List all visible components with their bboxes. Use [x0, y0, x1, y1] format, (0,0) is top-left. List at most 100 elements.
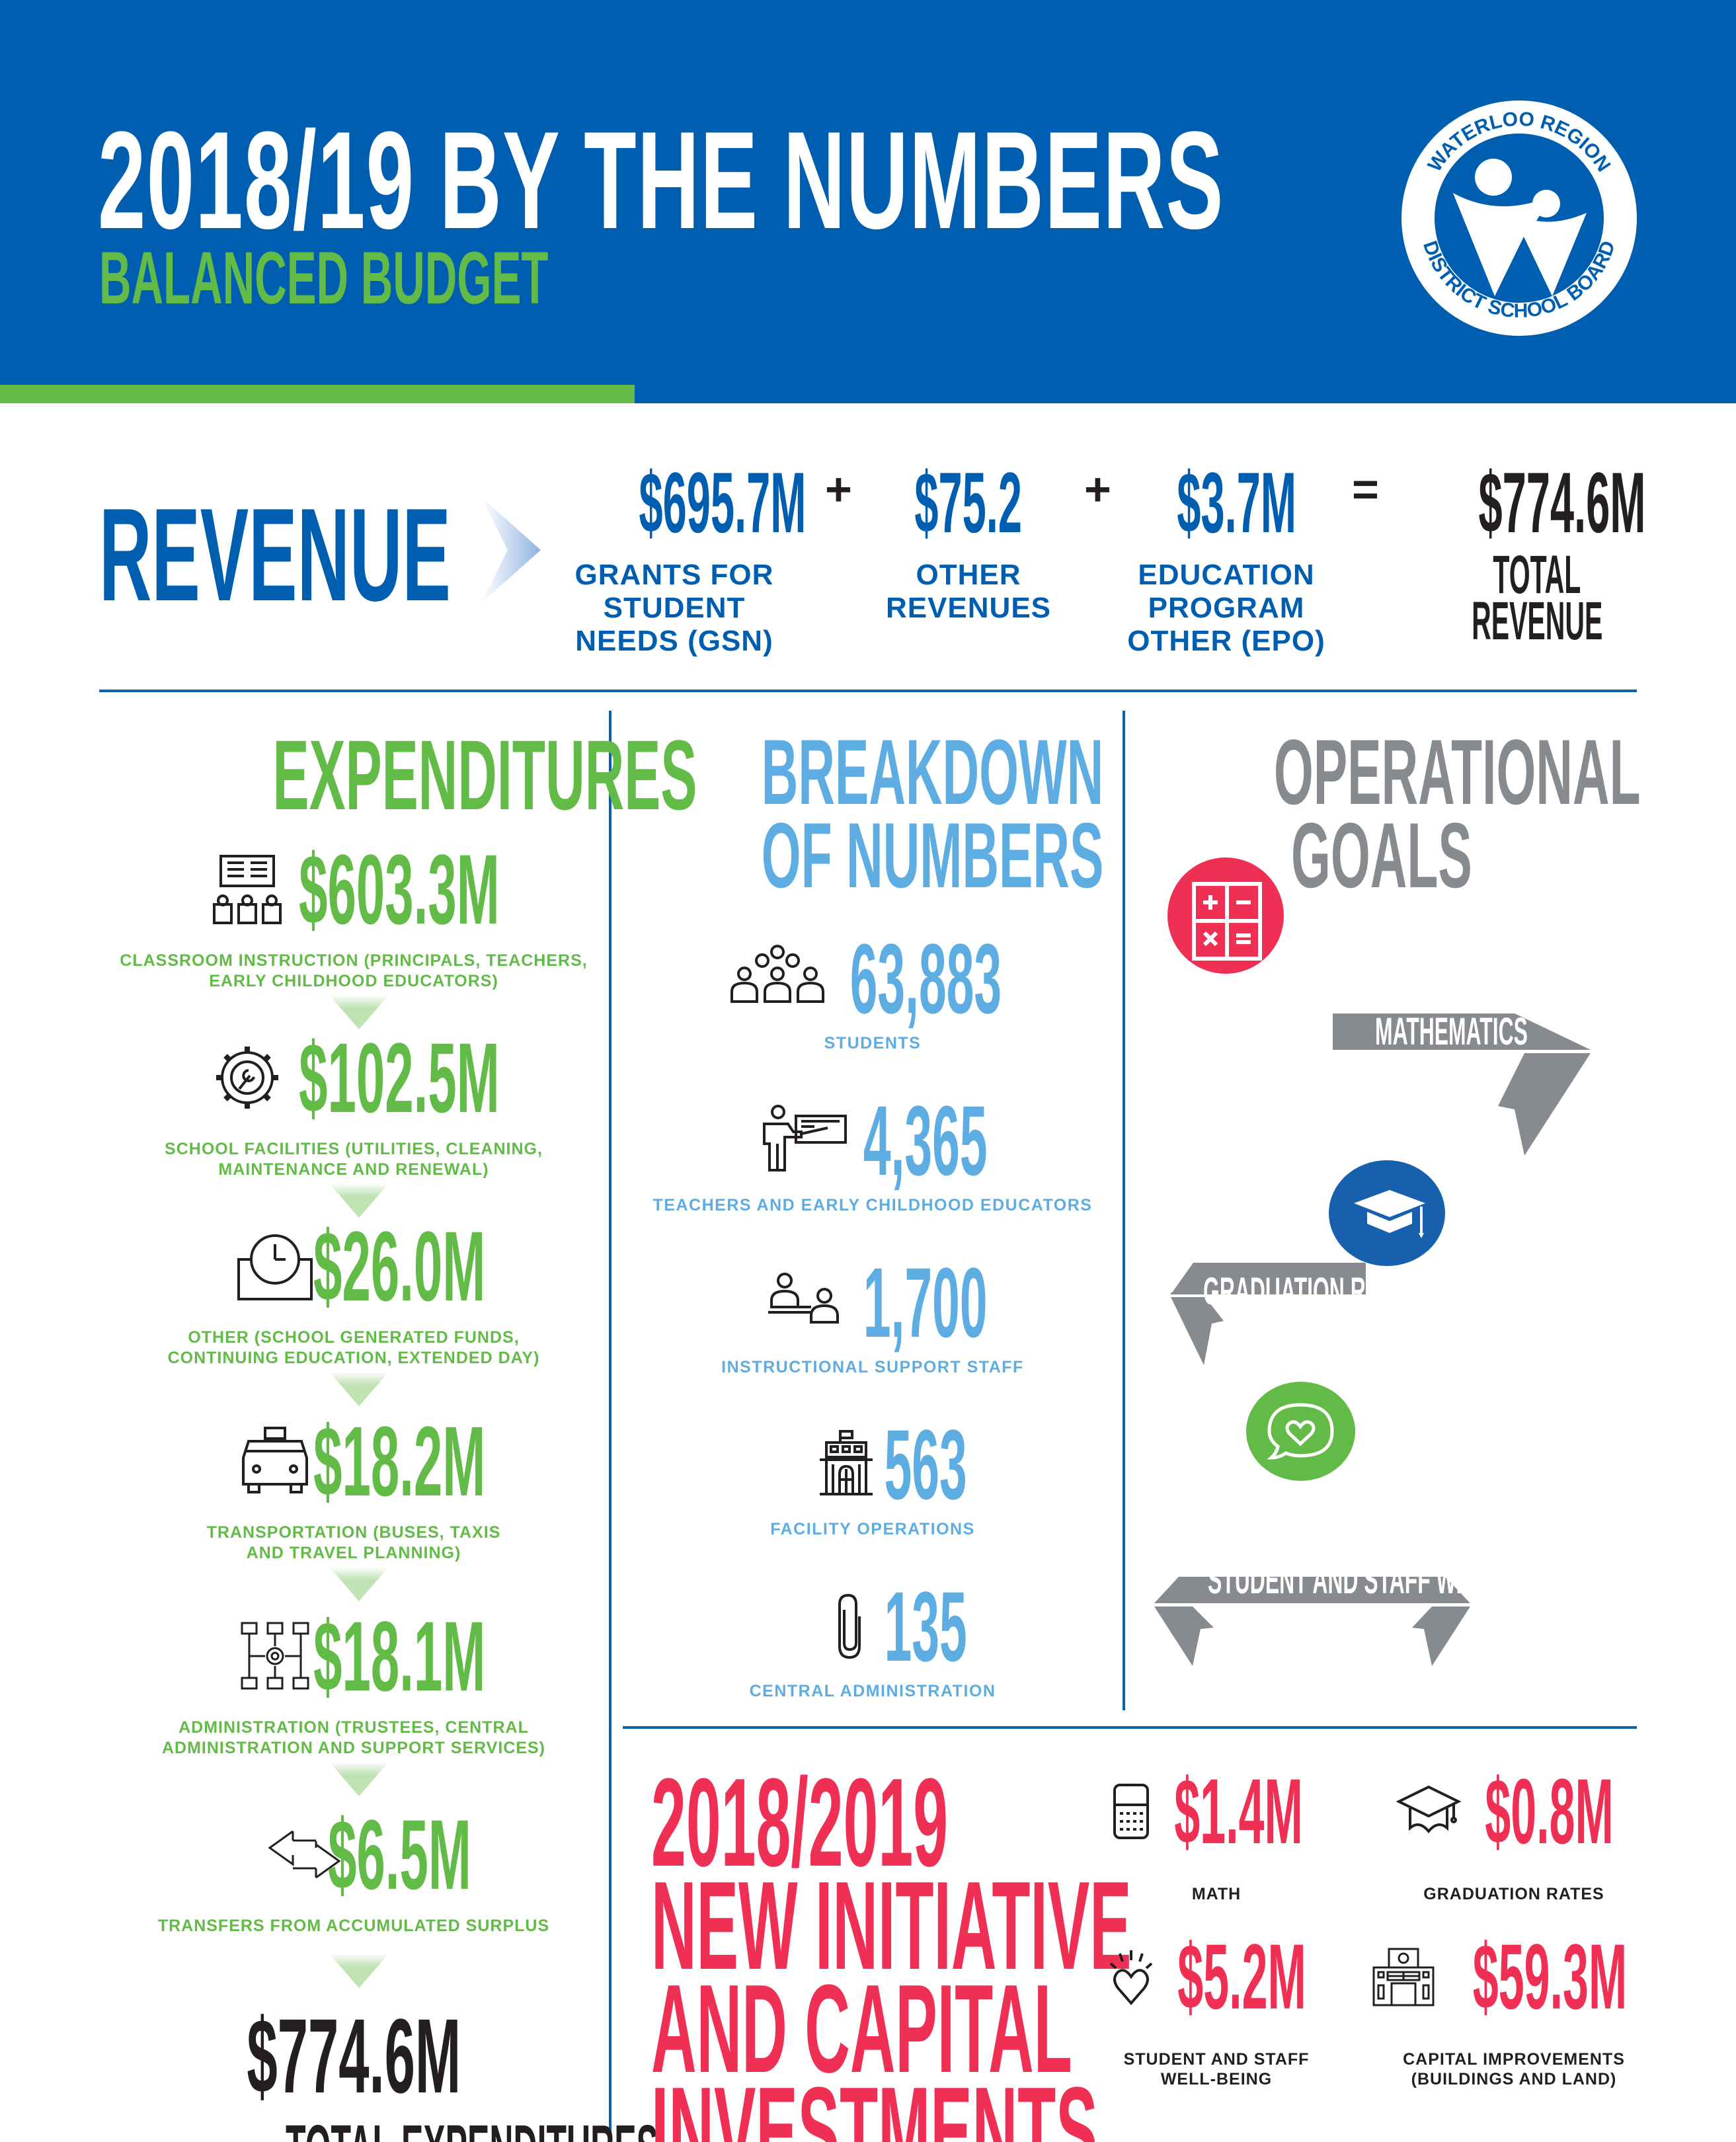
transfer-arrows-icon [267, 1830, 341, 1879]
revenue-desc-line: NEEDS (GSN) [575, 625, 773, 657]
graduation-goal-label: GRADUATION RATES [1203, 1270, 1421, 1313]
breakdown-item: 4,365 TEACHERS AND EARLY CHILDHOOD EDUCA… [621, 1085, 1124, 1215]
revenue-amount: $695.7M [639, 454, 807, 551]
calculator-icon [1113, 1784, 1150, 1839]
expenditure-desc-line: AND TRAVEL PLANNING) [246, 1544, 461, 1562]
initiative-item: $59.3M CAPITAL IMPROVEMENTS (BUILDINGS A… [1368, 1930, 1659, 2089]
page-subtitle: BALANCED BUDGET [99, 237, 549, 319]
mathematics-banner [1333, 1013, 1591, 1156]
operational-goals-heading: OPERATIONAL GOALS [1273, 720, 1641, 907]
initiative-desc-line: (BUILDINGS AND LAND) [1411, 2070, 1617, 2088]
equals-operator: = [1352, 463, 1379, 515]
expenditure-amount: $603.3M [299, 834, 500, 945]
down-arrow-icon [329, 1372, 389, 1406]
revenue-desc-line: OTHER [916, 559, 1021, 591]
expenditure-desc-line: ADMINISTRATION (TRUSTEES, CENTRAL [178, 1718, 529, 1737]
expenditure-amount: $102.5M [299, 1022, 500, 1133]
breakdown-label: TEACHERS AND EARLY CHILDHOOD EDUCATORS [652, 1196, 1093, 1214]
revenue-total-desc-line: REVENUE [1471, 591, 1603, 651]
teacher-board-icon [763, 1105, 848, 1171]
revenue-total-desc-line: TOTAL [1493, 545, 1581, 605]
breakdown-item: 563 FACILITY OPERATIONS [621, 1409, 1124, 1539]
plus-operator: + [825, 463, 852, 515]
breakdown-label: CENTRAL ADMINISTRATION [749, 1682, 996, 1700]
school-building-icon [819, 1430, 873, 1495]
expenditures-heading: EXPENDITURES [272, 719, 697, 830]
revenue-total: $774.6M TOTAL REVENUE [1395, 459, 1679, 651]
expenditure-desc-line: MAINTENANCE AND RENEWAL) [218, 1160, 489, 1179]
support-staff-icon [768, 1273, 840, 1324]
classroom-icon [213, 855, 282, 924]
revenue-desc-line: EDUCATION [1138, 559, 1315, 591]
revenue-item-other: $75.2 OTHER REVENUES [859, 459, 1078, 625]
breakdown-value: 4,365 [863, 1085, 988, 1196]
wellbeing-goal-label: STUDENT AND STAFF WELL-BEING [1208, 1559, 1570, 1602]
revenue-desc-line: PROGRAM [1148, 592, 1305, 624]
initiative-amount: $59.3M [1472, 1924, 1627, 2028]
initiative-desc-line: STUDENT AND STAFF [1123, 2050, 1310, 2069]
breakdown-value: 135 [884, 1571, 967, 1682]
expenditure-item: $102.5M SCHOOL FACILITIES (UTILITIES, CL… [99, 1028, 608, 1180]
building-clock-icon [1372, 1948, 1435, 2006]
revenue-divider [99, 690, 1637, 692]
wellbeing-banner [1154, 1577, 1470, 1666]
initiative-amount: $5.2M [1177, 1924, 1307, 2028]
breakdown-value: 563 [884, 1409, 967, 1520]
revenue-heading: REVENUE [99, 481, 451, 629]
wellbeing-goal-circle [1246, 1382, 1355, 1481]
graduation-goal-circle [1329, 1160, 1445, 1266]
initiatives-divider [623, 1726, 1637, 1729]
breakdown-label: INSTRUCTIONAL SUPPORT STAFF [721, 1358, 1024, 1376]
chevron-right-icon [481, 497, 541, 603]
org-chart-icon [241, 1622, 309, 1690]
paperclip-icon [838, 1593, 861, 1659]
initiative-item: $5.2M STUDENT AND STAFF WELL-BEING [1084, 1930, 1349, 2089]
revenue-amount: $75.2 [914, 454, 1023, 551]
breakdown-value: 1,700 [863, 1247, 988, 1358]
expenditures-total: $774.6M TOTAL EXPENDITURES [99, 1997, 658, 2142]
new-initiatives-title: 2018/2019 NEW INITIATIVE AND CAPITAL INV… [651, 1753, 1132, 2142]
revenue-desc-line: REVENUES [885, 592, 1052, 624]
expenditure-item: $18.1M ADMINISTRATION (TRUSTEES, CENTRAL… [99, 1606, 608, 1759]
revenue-desc-line: OTHER (EPO) [1127, 625, 1325, 657]
page-title: 2018/19 BY THE NUMBERS [98, 102, 1224, 258]
expenditure-item: $18.2M TRANSPORTATION (BUSES, TAXIS AND … [99, 1411, 608, 1564]
expenditure-desc-line: OTHER (SCHOOL GENERATED FUNDS, [188, 1328, 520, 1347]
initiative-item: $0.8M GRADUATION RATES [1368, 1765, 1659, 1904]
initiative-amount: $0.8M [1485, 1759, 1614, 1863]
breakdown-item: 135 CENTRAL ADMINISTRATION [621, 1571, 1124, 1701]
clock-box-icon [237, 1234, 313, 1300]
initiative-desc-line: GRADUATION RATES [1423, 1885, 1604, 1903]
breakdown-label: FACILITY OPERATIONS [770, 1520, 975, 1538]
column-divider-left [609, 711, 612, 2142]
mathematics-goal-label: MATHEMATICS [1375, 1010, 1528, 1053]
expenditure-desc-line: EARLY CHILDHOOD EDUCATORS) [209, 972, 498, 990]
graduation-rates-banner [1171, 1263, 1366, 1365]
expenditure-item: $26.0M OTHER (SCHOOL GENERATED FUNDS, CO… [99, 1216, 608, 1368]
expenditures-total-label: TOTAL EXPENDITURES [286, 2116, 658, 2142]
expenditures-total-amount: $774.6M [247, 1997, 461, 2115]
breakdown-label: STUDENTS [824, 1034, 922, 1052]
revenue-item-gsn: $695.7M GRANTS FOR STUDENT NEEDS (GSN) [555, 459, 807, 658]
breakdown-value: 63,883 [849, 923, 1002, 1034]
expenditure-desc-line: TRANSPORTATION (BUSES, TAXIS [206, 1523, 501, 1542]
initiative-desc-line: WELL-BEING [1160, 2070, 1273, 2088]
graduation-cap-outline-icon [1396, 1785, 1462, 1834]
expenditure-item: $603.3M CLASSROOM INSTRUCTION (PRINCIPAL… [99, 840, 608, 992]
students-group-icon [730, 945, 824, 1003]
expenditure-amount: $26.0M [313, 1210, 486, 1322]
heart-speech-bubble-icon [1267, 1403, 1334, 1460]
math-operators-icon [1192, 882, 1262, 961]
revenue-desc-line: GRANTS FOR [574, 559, 774, 591]
expenditure-desc-line: TRANSFERS FROM ACCUMULATED SURPLUS [157, 1917, 550, 1935]
down-arrow-icon [329, 1954, 389, 1988]
expenditure-item: $6.5M TRANSFERS FROM ACCUMULATED SURPLUS [99, 1805, 608, 1936]
plus-operator: + [1084, 463, 1111, 515]
expenditure-desc-line: SCHOOL FACILITIES (UTILITIES, CLEANING, [165, 1140, 543, 1158]
initiative-item: $1.4M MATH [1084, 1765, 1349, 1904]
down-arrow-icon [329, 1567, 389, 1601]
gear-wrench-icon [216, 1047, 279, 1109]
expenditure-amount: $18.1M [313, 1601, 486, 1712]
expenditure-desc-line: ADMINISTRATION AND SUPPORT SERVICES) [161, 1739, 546, 1757]
breakdown-heading: BREAKDOWN OF NUMBERS [761, 720, 1104, 907]
